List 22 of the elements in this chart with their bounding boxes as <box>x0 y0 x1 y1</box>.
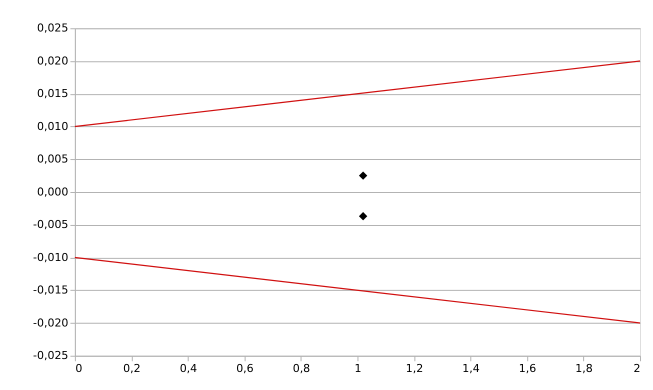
x-tick-label: 1 <box>354 362 362 376</box>
x-tick-label: 1,6 <box>518 362 536 376</box>
x-tick-label: 0 <box>75 362 82 376</box>
x-tick-label: 1,4 <box>462 362 480 376</box>
y-tick-label: 0,020 <box>36 54 68 68</box>
y-tick-label: 0,025 <box>36 22 68 35</box>
x-tick-label: 0,4 <box>180 362 198 376</box>
y-tick-label: -0,020 <box>33 316 68 330</box>
y-tick-label: -0,025 <box>33 349 68 362</box>
x-tick-label: 2 <box>634 362 641 376</box>
x-tick-label: 0,2 <box>123 362 141 376</box>
y-tick-label: 0,010 <box>36 120 68 133</box>
x-tick-label: 1,8 <box>575 362 593 376</box>
y-tick-label: -0,015 <box>33 284 68 297</box>
y-tick-label: 0,015 <box>36 87 68 100</box>
y-tick-label: -0,010 <box>33 250 68 264</box>
x-tick-label: 0,6 <box>236 362 254 376</box>
y-tick-label: -0,005 <box>33 218 68 232</box>
x-tick-label: 1,2 <box>406 362 424 376</box>
y-tick-label: 0,005 <box>36 152 68 166</box>
y-tick-label: 0,000 <box>36 185 68 198</box>
x-tick-label: 0,8 <box>292 362 310 376</box>
